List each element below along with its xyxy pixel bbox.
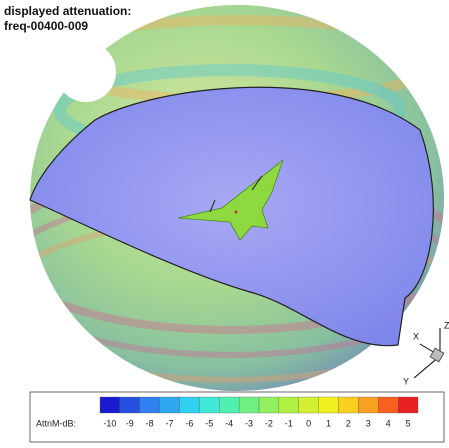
tick-label: -9 bbox=[126, 418, 134, 428]
color-swatch bbox=[319, 397, 339, 413]
tick-label: 5 bbox=[406, 418, 411, 428]
color-swatch bbox=[378, 397, 398, 413]
tick-label: -10 bbox=[103, 418, 116, 428]
legend-label: AttnM-dB: bbox=[36, 418, 76, 428]
tick-label: -6 bbox=[185, 418, 193, 428]
color-swatch bbox=[120, 397, 140, 413]
tick-label: 4 bbox=[386, 418, 391, 428]
tick-label: -5 bbox=[205, 418, 213, 428]
tick-label: 2 bbox=[346, 418, 351, 428]
tick-label: 3 bbox=[366, 418, 371, 428]
color-swatch bbox=[299, 397, 319, 413]
color-swatch bbox=[219, 397, 239, 413]
color-swatch bbox=[199, 397, 219, 413]
axis-triad: X Y Z bbox=[403, 320, 449, 386]
visualization: displayed attenuation: freq-00400-009 X … bbox=[0, 0, 449, 448]
notch bbox=[56, 42, 116, 102]
tick-label: -1 bbox=[285, 418, 293, 428]
tick-label: -2 bbox=[265, 418, 273, 428]
color-swatch bbox=[239, 397, 259, 413]
color-swatch bbox=[358, 397, 378, 413]
sphere bbox=[0, 5, 449, 391]
tick-label: -8 bbox=[146, 418, 154, 428]
color-swatch bbox=[259, 397, 279, 413]
tick-label: 0 bbox=[306, 418, 311, 428]
color-swatch bbox=[100, 397, 120, 413]
axis-label: X bbox=[413, 331, 419, 341]
color-swatch bbox=[339, 397, 359, 413]
color-swatch bbox=[160, 397, 180, 413]
tick-label: 1 bbox=[326, 418, 331, 428]
title-line: displayed attenuation: bbox=[4, 4, 131, 18]
title-line: freq-00400-009 bbox=[4, 19, 88, 33]
tick-label: -7 bbox=[166, 418, 174, 428]
color-swatch bbox=[279, 397, 299, 413]
axis-label: Z bbox=[444, 320, 449, 330]
page: displayed attenuation: freq-00400-009 X … bbox=[0, 0, 449, 448]
color-swatch bbox=[180, 397, 200, 413]
tick-label: -4 bbox=[225, 418, 233, 428]
color-swatch bbox=[398, 397, 418, 413]
axis-label: Y bbox=[403, 376, 409, 386]
tick-label: -3 bbox=[245, 418, 253, 428]
color-swatch bbox=[140, 397, 160, 413]
